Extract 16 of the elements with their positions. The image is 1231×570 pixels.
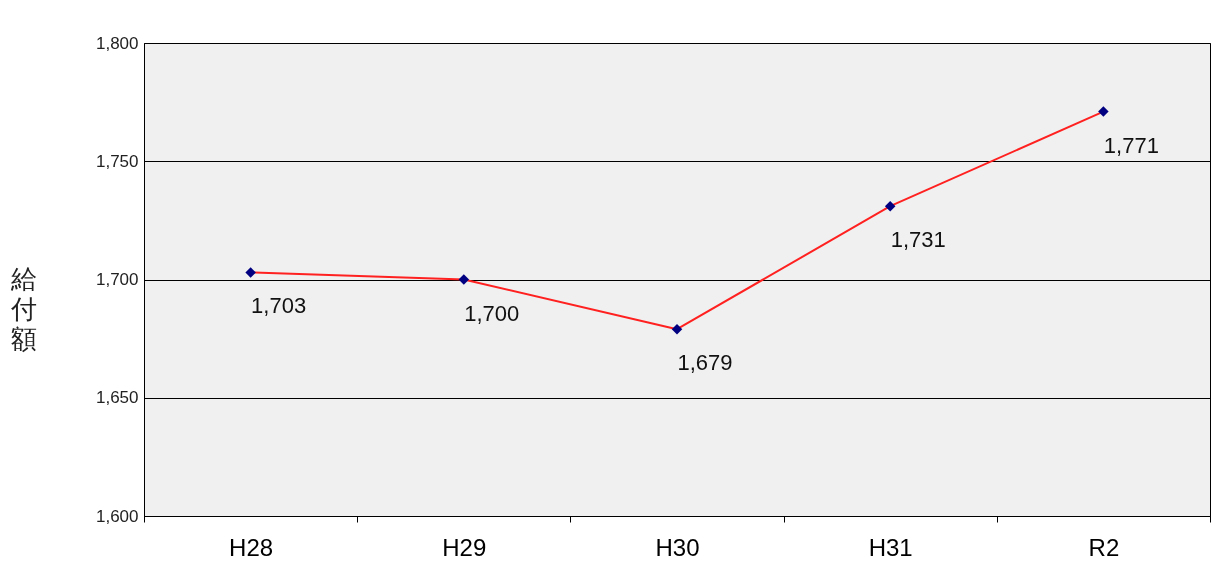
x-tick-label: H29 [442,533,487,561]
y-tick-label: 1,800 [95,33,139,53]
y-tick-label: 1,600 [95,506,139,526]
x-tick-label: R2 [1088,533,1120,561]
y-tick-label: 1,700 [95,270,139,289]
data-label: 1,731 [890,227,946,253]
y-tick-label: 1,650 [95,388,139,408]
y-tick-label: 1,750 [95,151,139,171]
data-label: 1,771 [1103,132,1159,158]
data-label: 1,703 [251,293,307,319]
x-tick-label: H28 [229,533,274,561]
data-label: 1,679 [677,350,733,376]
x-tick-label: H30 [655,533,700,561]
y-axis-title: 給付額 [9,264,37,354]
data-label: 1,700 [464,300,520,326]
x-tick-label: H31 [868,533,913,561]
